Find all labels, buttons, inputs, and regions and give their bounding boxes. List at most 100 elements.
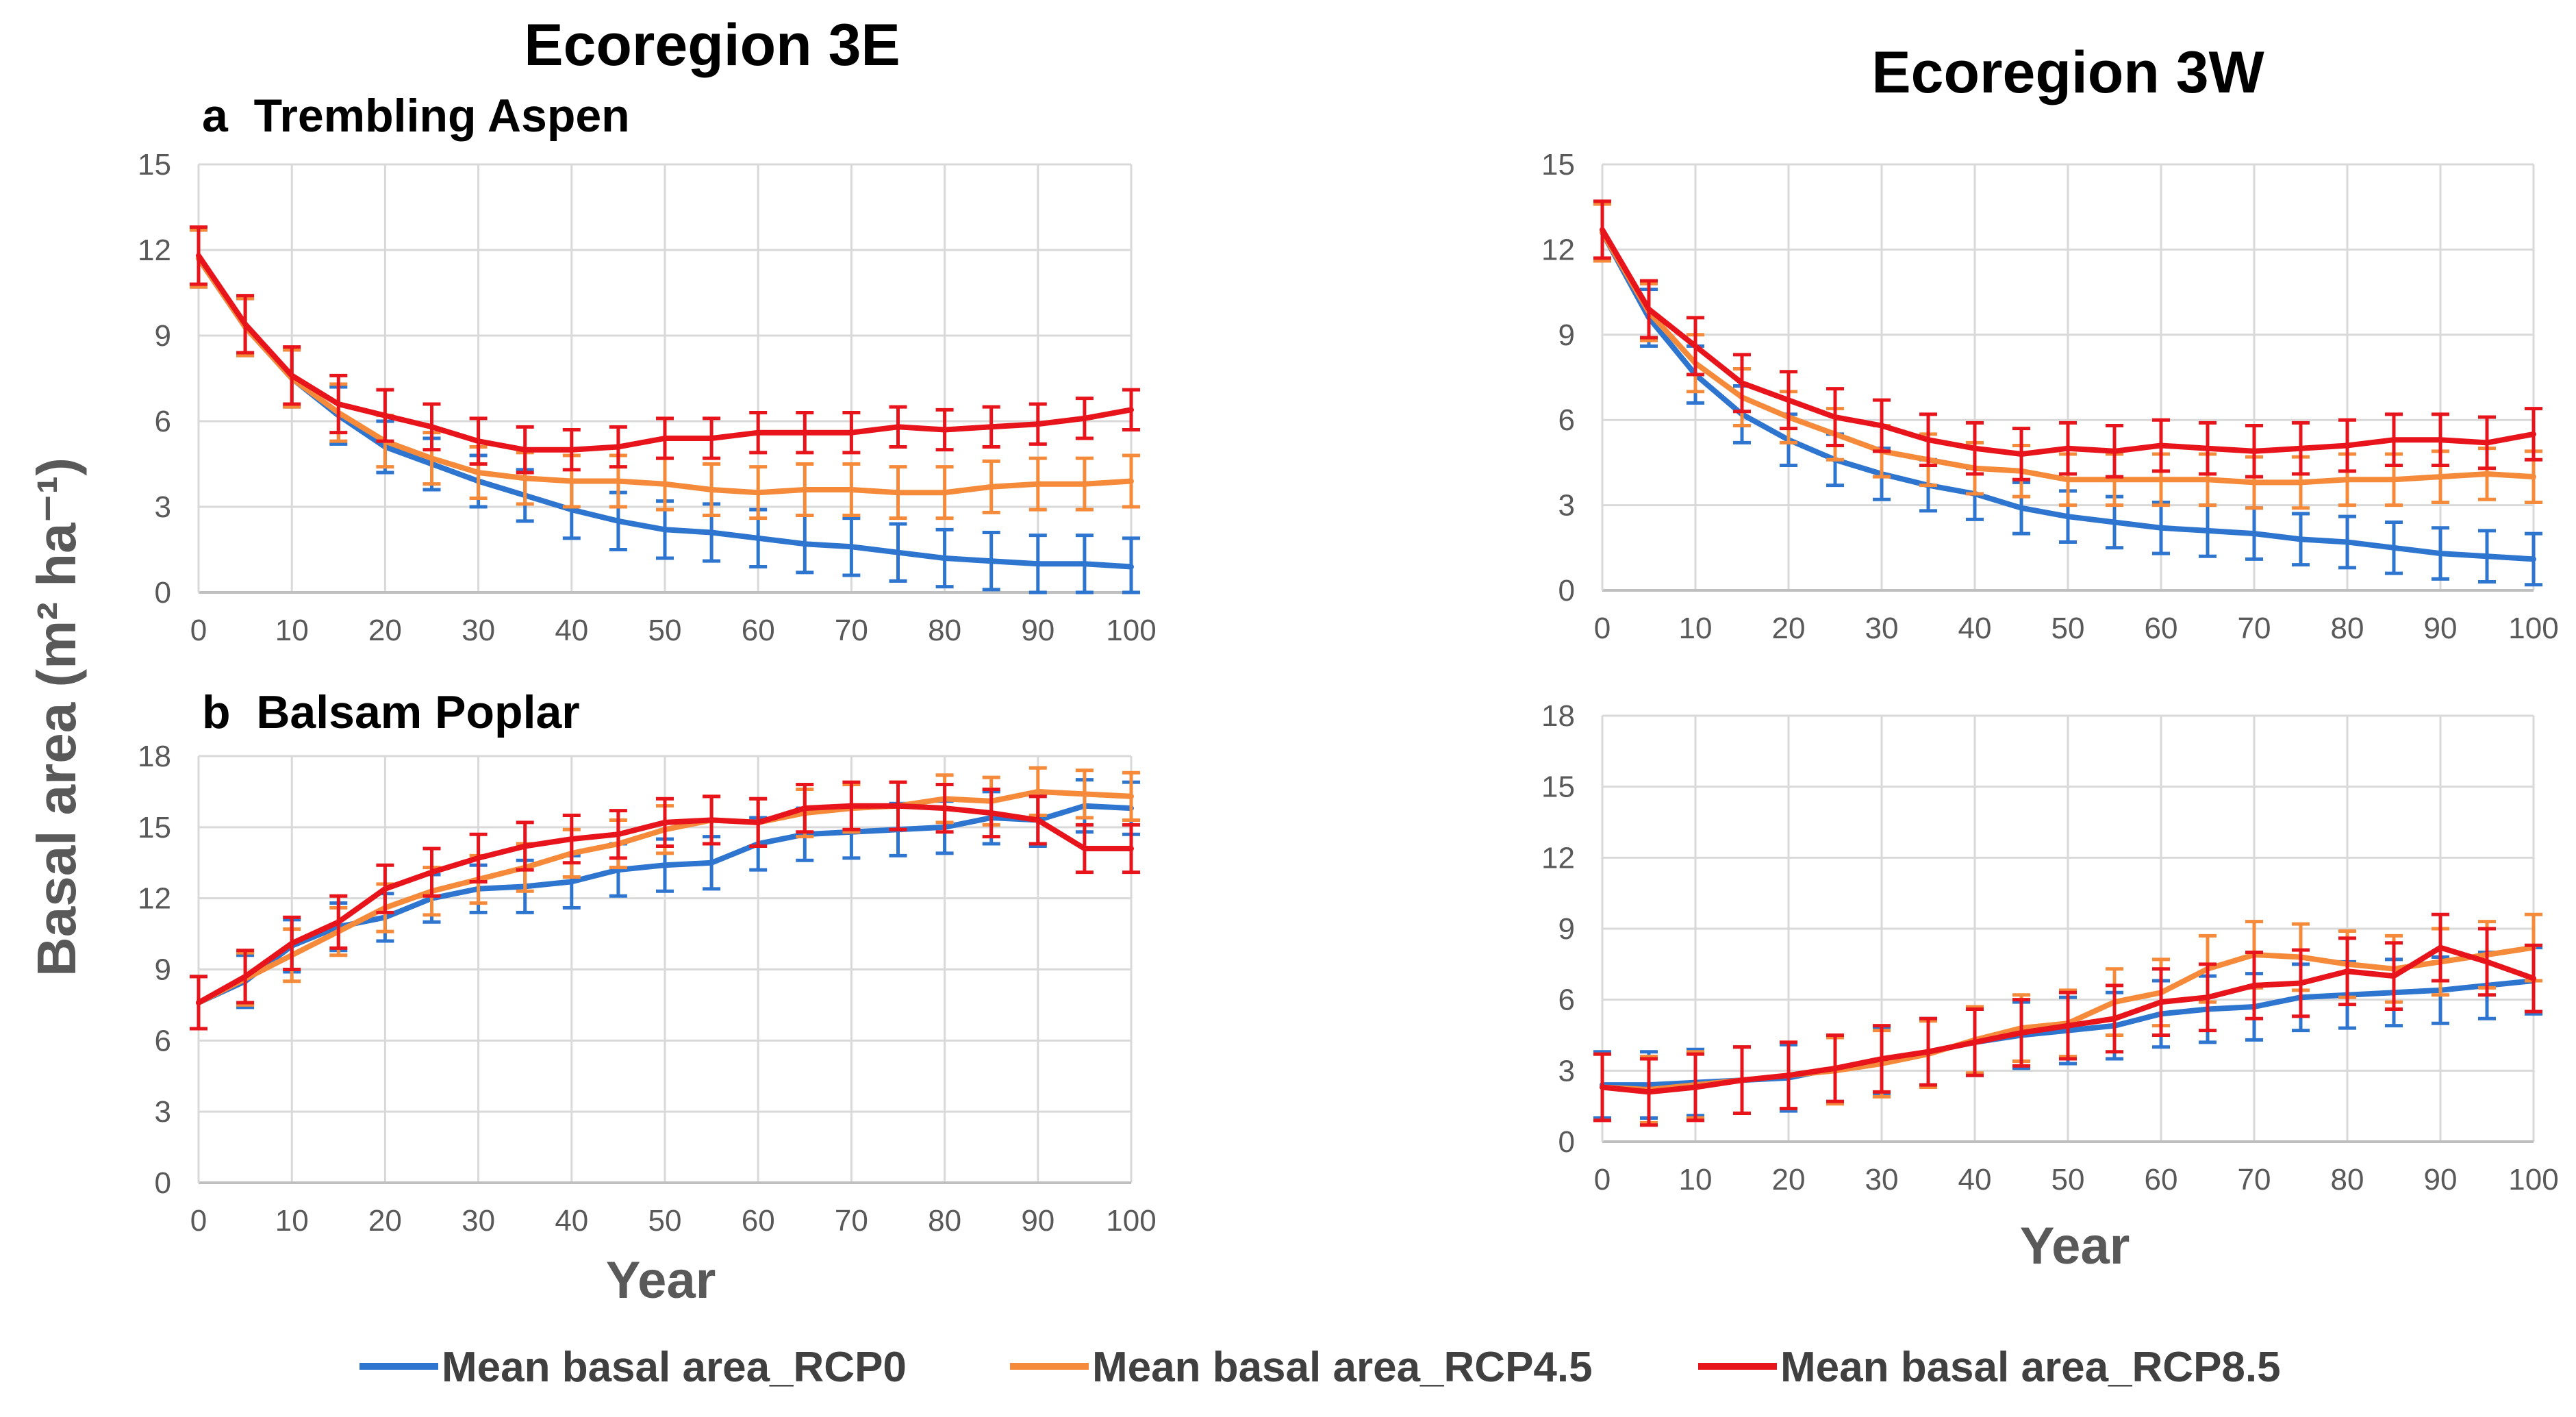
y-tick-label: 18 [138,740,171,773]
x-tick-label: 60 [742,1204,775,1238]
x-tick-label: 70 [835,1204,868,1238]
x-tick-label: 20 [368,1204,402,1238]
y-axis-label: Basal area (m² ha⁻¹) [26,457,87,977]
y-tick-label: 9 [155,953,171,987]
y-tick-label: 3 [1558,1054,1575,1088]
y-tick-label: 3 [155,490,171,524]
y-tick-label: 9 [155,319,171,353]
x-tick-label: 40 [1958,612,1992,645]
series-rcp85 [190,780,1140,1031]
x-tick-label: 60 [2145,612,2178,645]
panel-aspen-3w: 0 10 20 30 40 50 60 70 80 90 100 0 3 6 9 12 15 [1541,148,2559,645]
x-tick-label: 60 [742,614,775,647]
y-tick-label: 3 [155,1095,171,1129]
series-rcp85 [190,225,1140,475]
y-tick-label: 18 [1541,699,1575,733]
x-tick-label: 70 [2238,612,2271,645]
x-tick-label: 90 [2424,612,2458,645]
y-tick-label: 0 [155,576,171,610]
x-tick-label: 0 [190,1204,207,1238]
x-tick-label: 30 [1865,1163,1899,1196]
x-tick-label: 90 [1021,1204,1055,1238]
x-tick-label: 30 [1865,612,1899,645]
legend-label-rcp45: Mean basal area_RCP4.5 [1092,1344,1593,1391]
col-title-3e: Ecoregion 3E [524,12,900,78]
y-tick-label: 15 [138,811,171,844]
y-tick-label: 9 [1558,318,1575,352]
x-tick-label: 20 [1772,612,1806,645]
x-tick-label: 70 [2238,1163,2271,1196]
legend-item-rcp85: Mean basal area_RCP8.5 [1698,1344,2281,1391]
x-tick-label: 100 [2508,1163,2558,1196]
series-line-rcp0 [1600,229,2536,562]
x-tick-label: 80 [2331,612,2364,645]
x-tick-label: 40 [555,614,588,647]
y-tick-label: 0 [155,1166,171,1200]
y-tick-label: 12 [138,234,171,267]
x-tick-label: 10 [1679,1163,1713,1196]
x-tick-label: 20 [368,614,402,647]
x-tick-label: 100 [1106,614,1156,647]
x-tick-label: 90 [2424,1163,2458,1196]
x-tick-label: 0 [1594,1163,1611,1196]
y-tick-label: 6 [155,405,171,438]
series-line-rcp45 [196,255,1134,496]
y-tick-label: 12 [1541,841,1575,875]
series-line-rcp85 [1600,227,2536,457]
x-tick-label: 50 [2051,1163,2085,1196]
x-tick-label: 50 [648,614,682,647]
y-tick-label: 15 [1541,148,1575,181]
x-tick-label: 30 [462,614,495,647]
x-axis-label-3e: Year [606,1251,716,1309]
panel-poplar-3w: 0 10 20 30 40 50 60 70 80 90 100 0 3 6 9 12 15 18 [1541,699,2559,1196]
y-tick-label: 6 [1558,403,1575,437]
x-tick-label: 80 [2331,1163,2364,1196]
y-tick-label: 6 [155,1024,171,1057]
x-axis-label-3w: Year [2020,1217,2130,1275]
x-tick-label: 50 [2051,612,2085,645]
panel-title-aspen: a Trembling Aspen [202,90,630,142]
series-line-rcp85 [1600,944,2536,1095]
series-rcp85 [1593,199,2542,481]
x-tick-label: 70 [835,614,868,647]
series-line-rcp85 [196,253,1134,453]
y-tick-label: 6 [1558,983,1575,1017]
series-rcp85 [1593,912,2542,1127]
series-line-rcp85 [196,803,1134,1005]
y-tick-label: 15 [1541,770,1575,804]
x-tick-label: 20 [1772,1163,1806,1196]
y-tick-label: 0 [1558,1125,1575,1159]
panel-aspen-3e: 0 10 20 30 40 50 60 70 80 90 100 0 3 6 9 12 15 [138,148,1157,647]
x-tick-label: 30 [462,1204,495,1238]
series-line-rcp45 [1600,229,2536,486]
y-tick-label: 12 [1541,233,1575,266]
x-tick-label: 60 [2145,1163,2178,1196]
x-tick-label: 0 [190,614,207,647]
y-tick-label: 15 [138,148,171,181]
y-tick-label: 0 [1558,574,1575,607]
panel-poplar-3e: 0 10 20 30 40 50 60 70 80 90 100 0 3 6 9 12 15 18 [138,740,1157,1238]
legend-item-rcp0: Mean basal area_RCP0 [359,1344,907,1391]
x-tick-label: 100 [1106,1204,1156,1238]
col-title-3w: Ecoregion 3W [1871,40,2264,105]
y-tick-label: 9 [1558,912,1575,946]
x-tick-label: 40 [555,1204,588,1238]
y-tick-label: 3 [1558,489,1575,523]
x-tick-label: 10 [1679,612,1713,645]
legend-label-rcp85: Mean basal area_RCP8.5 [1780,1344,2281,1391]
panel-title-poplar: b Balsam Poplar [202,686,580,738]
x-tick-label: 80 [928,614,961,647]
legend-item-rcp45: Mean basal area_RCP4.5 [1010,1344,1593,1391]
y-tick-label: 12 [138,882,171,916]
legend-label-rcp0: Mean basal area_RCP0 [442,1344,907,1391]
legend: Mean basal area_RCP0 Mean basal area_RCP… [359,1344,2281,1391]
x-tick-label: 40 [1958,1163,1992,1196]
x-tick-label: 90 [1021,614,1055,647]
x-tick-label: 0 [1594,612,1611,645]
series-line-rcp0 [196,255,1134,570]
x-tick-label: 10 [275,1204,309,1238]
x-tick-label: 50 [648,1204,682,1238]
x-tick-label: 100 [2508,612,2558,645]
x-tick-label: 10 [275,614,309,647]
